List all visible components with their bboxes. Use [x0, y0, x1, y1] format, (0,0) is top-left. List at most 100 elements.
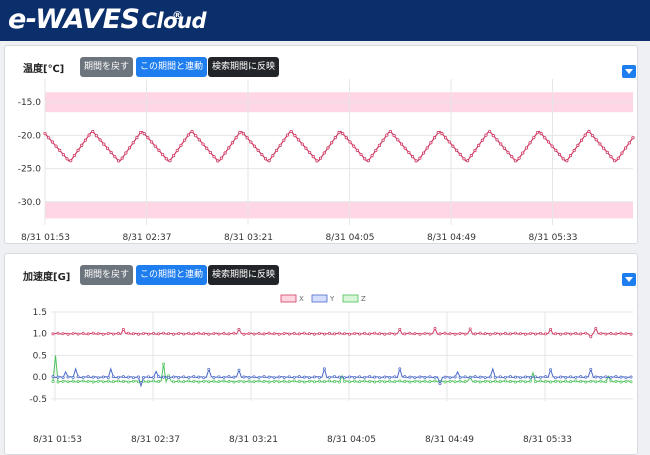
accel-point-x — [373, 331, 377, 335]
legend-label-y: Y — [329, 295, 335, 303]
temperature-point — [168, 159, 172, 163]
temperature-point — [477, 143, 481, 147]
x-tick-label-5: 8/31 05:33 — [529, 233, 578, 243]
accel-point-z — [408, 380, 412, 384]
accel-point-x — [428, 332, 432, 336]
temperature-back-button[interactable]: 期間を戻す — [80, 57, 133, 77]
temperature-point — [282, 138, 286, 142]
temperature-point — [87, 133, 91, 137]
accel-point-x — [513, 331, 517, 335]
temperature-point — [385, 133, 389, 137]
temperature-point — [124, 151, 128, 155]
accel-point-z — [157, 380, 160, 383]
temperature-point — [333, 136, 337, 140]
accel-point-z — [403, 380, 407, 383]
accel-point-x — [71, 332, 75, 335]
accel-point-z — [192, 380, 196, 383]
accel-point-y — [217, 375, 221, 379]
y-tick-label-1: 1.0 — [33, 330, 48, 340]
accel-point-x — [192, 332, 196, 336]
temperature-point — [271, 153, 275, 158]
temperature-point — [190, 129, 194, 134]
accel-point-y — [403, 375, 407, 379]
app-logo[interactable]: e-WAVESCloud ® — [8, 4, 207, 37]
accel-point-z — [418, 380, 422, 384]
x-tick-label-5: 8/31 05:33 — [523, 435, 572, 445]
temperature-point — [440, 131, 444, 136]
accel-point-x — [518, 332, 522, 336]
accel-point-y — [287, 375, 291, 379]
acceleration-menu-dropdown[interactable] — [622, 273, 636, 286]
accel-point-y — [212, 376, 216, 379]
temperature-point — [502, 146, 506, 150]
temperature-sync-button[interactable]: この期間と連動 — [136, 57, 207, 77]
accel-point-z — [187, 379, 191, 383]
accel-point-z — [348, 380, 351, 384]
accel-point-y — [549, 368, 553, 372]
accel-point-z — [61, 379, 65, 383]
accel-point-y — [116, 375, 120, 379]
accel-point-z — [182, 380, 186, 384]
accel-point-z — [237, 379, 241, 383]
accel-point-y — [453, 375, 457, 379]
logo-cloud: Cloud — [141, 9, 207, 33]
accel-point-z — [212, 379, 216, 383]
accel-point-x — [473, 332, 477, 336]
temperature-point — [466, 159, 470, 163]
accel-point-x — [131, 332, 135, 336]
temperature-point — [513, 159, 517, 163]
accel-point-y — [227, 375, 231, 379]
accel-point-z — [398, 379, 402, 383]
legend-swatch-y — [311, 294, 328, 303]
accel-point-y — [503, 375, 507, 379]
accel-point-z — [277, 380, 281, 384]
temperature-point — [142, 131, 146, 136]
accel-point-y — [76, 375, 80, 379]
accel-point-x — [172, 332, 176, 336]
accel-point-x — [539, 331, 542, 335]
temperature-point — [491, 134, 495, 138]
accel-point-z — [503, 379, 507, 383]
temperature-point — [153, 144, 157, 148]
acceleration-back-button[interactable]: 期間を戻す — [80, 265, 133, 285]
accel-point-x — [619, 331, 623, 335]
accel-point-x — [358, 332, 362, 336]
acceleration-reflect-button[interactable]: 検索期間に反映 — [208, 265, 279, 285]
accel-point-y — [232, 375, 236, 379]
temperature-point — [256, 148, 260, 152]
accel-point-x — [378, 332, 382, 336]
temperature-menu-dropdown[interactable] — [622, 65, 636, 78]
accel-point-x — [433, 327, 437, 330]
accel-point-x — [393, 332, 397, 336]
accel-point-y — [483, 376, 487, 380]
temperature-point — [289, 129, 293, 134]
x-tick-label-1: 8/31 02:37 — [123, 233, 172, 243]
temperature-point — [245, 136, 249, 140]
temperature-point — [631, 136, 635, 140]
accel-point-y — [152, 375, 155, 379]
accel-point-y — [604, 375, 608, 379]
accel-point-z — [619, 380, 623, 384]
temperature-point — [186, 133, 190, 137]
accel-point-x — [252, 332, 256, 336]
accel-point-x — [333, 332, 336, 336]
temperature-point — [546, 140, 551, 144]
accel-point-y — [222, 375, 226, 379]
acceleration-sync-button[interactable]: この期間と連動 — [136, 265, 207, 285]
accel-point-y — [302, 375, 306, 379]
accel-point-z — [433, 379, 437, 383]
accel-point-x — [599, 332, 603, 335]
accel-point-y — [398, 367, 402, 371]
accel-point-x — [493, 332, 497, 335]
accel-point-x — [262, 332, 266, 336]
temperature-reflect-button[interactable]: 検索期間に反映 — [208, 57, 279, 77]
temperature-point — [91, 129, 95, 134]
temperature-point — [620, 151, 624, 155]
accel-point-z — [101, 380, 105, 384]
accel-point-y — [418, 375, 422, 379]
temperature-point — [576, 143, 580, 147]
temperature-point — [197, 138, 201, 142]
accel-point-x — [388, 332, 392, 335]
accel-point-x — [237, 327, 241, 331]
accel-point-z — [307, 379, 311, 383]
